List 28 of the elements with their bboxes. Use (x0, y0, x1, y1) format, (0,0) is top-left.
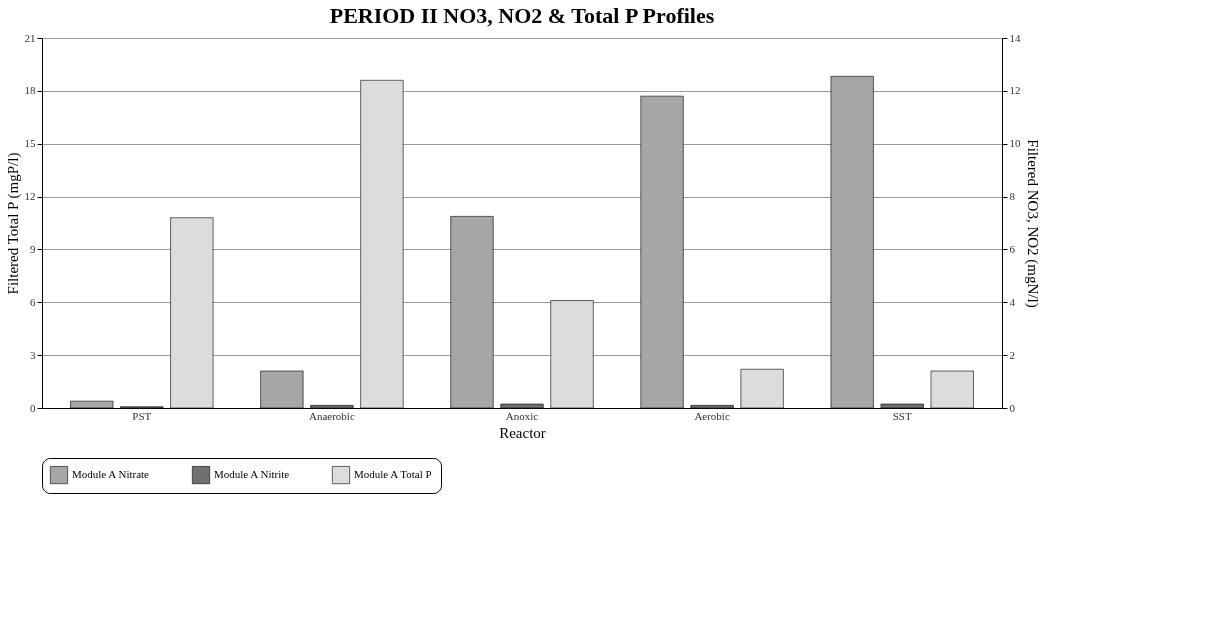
y2-tick-label: 2 (1009, 348, 1015, 361)
x-axis-title: Reactor (499, 424, 546, 441)
y2-axis-title: Filtered NO3, NO2 (mgN/l) (1023, 139, 1041, 308)
y-axis-title: Filtered Total P (mgP/l) (4, 152, 22, 295)
legend-label: Module A Nitrate (72, 468, 150, 481)
y2-tick-label: 8 (1009, 190, 1016, 203)
y-tick-label: 9 (30, 242, 36, 255)
y-tick-label: 12 (24, 190, 36, 203)
x-tick-label: Anoxic (505, 409, 539, 422)
y-tick-label: 15 (24, 137, 36, 150)
legend-label: Module A Nitrite (214, 468, 290, 481)
x-tick-label: SST (892, 409, 912, 422)
x-tick-label: Anaerobic (308, 409, 355, 422)
chart-title: PERIOD II NO3, NO2 & Total P Profiles (329, 3, 715, 28)
y2-tick-label: 4 (1009, 295, 1016, 308)
legend-label: Module A Total P (354, 468, 432, 481)
y-tick-label: 21 (24, 31, 36, 44)
y-tick-label: 6 (30, 295, 36, 308)
y-tick-label: 18 (24, 84, 36, 97)
y2-tick-label: 14 (1009, 31, 1021, 44)
y2-tick-label: 12 (1009, 84, 1021, 97)
y2-tick-label: 10 (1009, 137, 1021, 150)
x-tick-label: Aerobic (694, 409, 730, 422)
x-tick-label: PST (132, 409, 152, 422)
y2-tick-label: 6 (1009, 242, 1016, 255)
y-tick-label: 3 (30, 348, 36, 361)
y2-tick-label: 0 (1009, 401, 1016, 414)
y-tick-label: 0 (30, 401, 36, 414)
